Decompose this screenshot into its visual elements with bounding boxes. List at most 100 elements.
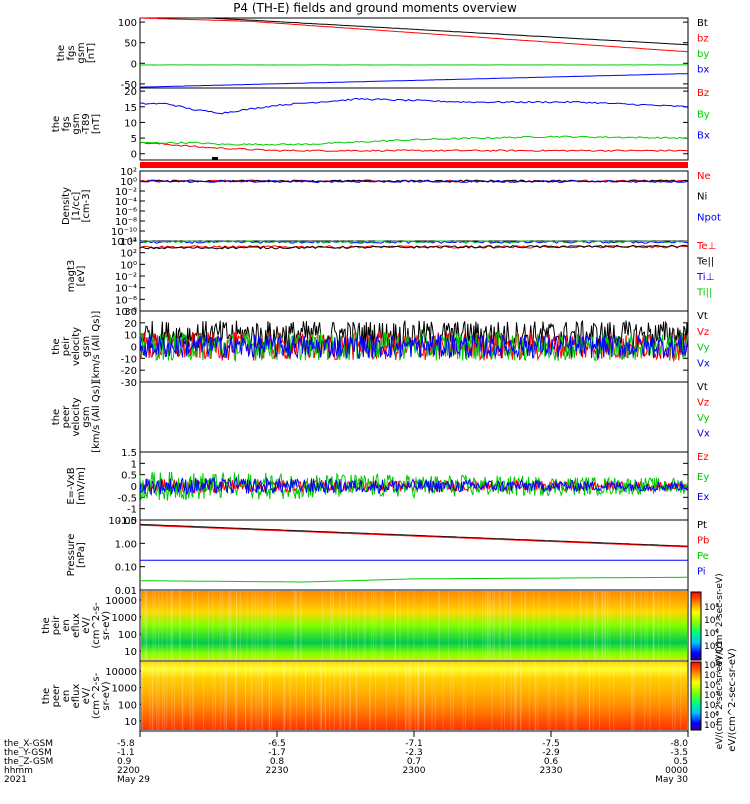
y-tick-label: 1.00 [115, 539, 137, 550]
legend-Bz: Bz [697, 88, 709, 99]
legend-Vx: Vx [697, 358, 710, 369]
panel-frame-temperature [140, 241, 688, 311]
y-tick-label: 10⁰ [120, 260, 137, 271]
legend-Vy: Vy [697, 343, 710, 354]
ephemeris-year: 2021 [4, 775, 27, 785]
y-axis-label: [nT] [86, 43, 97, 63]
legend-By: By [697, 109, 710, 120]
legend-Vz: Vz [697, 398, 709, 409]
y-tick-label: 0 [131, 150, 137, 161]
y-axis-label: sr-eV) [101, 681, 112, 710]
y-tick-label: 30 [124, 307, 137, 318]
series-line-bx [140, 74, 688, 88]
y-axis-label: [nPa] [76, 542, 87, 568]
ephemeris-value: 2330 [540, 766, 563, 776]
legend-Ex: Ex [697, 492, 709, 503]
y-tick-label: 0 [131, 59, 137, 70]
colorbar-peer [691, 662, 701, 730]
data-flag-mark [212, 157, 218, 160]
y-axis-label: [cm-3] [81, 189, 92, 222]
y-tick-label: 20 [124, 87, 137, 98]
y-tick-label: 10⁻⁶ [115, 295, 137, 306]
y-tick-label: 10⁻² [115, 272, 137, 283]
y-tick-label: 0 [131, 482, 137, 493]
y-tick-label: 10000 [105, 596, 137, 607]
legend-Ey: Ey [697, 472, 709, 483]
y-tick-label: 5 [131, 134, 137, 145]
y-tick-label: -1 [127, 505, 137, 516]
y-tick-label: 10.00 [108, 516, 137, 527]
legend-by: by [697, 49, 709, 60]
y-tick-label: 0.5 [121, 471, 137, 482]
y-axis-label: [eV] [76, 266, 87, 287]
series-line-Bx [140, 98, 688, 113]
colorbar-label: eV/(cm^2-sec-sr-eV) [727, 648, 738, 752]
y-tick-label: -0.5 [117, 493, 137, 504]
ephemeris-start-date: May 29 [117, 775, 150, 785]
y-axis-label: [km/s (All Qs)] [91, 381, 102, 453]
y-axis-label: [mV/m] [76, 467, 87, 505]
series-line-Pt [140, 524, 688, 546]
panel-frame-fgs [140, 18, 688, 88]
y-tick-label: 1000 [112, 613, 137, 624]
y-tick-label: 50 [124, 39, 137, 50]
legend-Pe: Pe [697, 551, 709, 562]
y-tick-label: 10 [124, 717, 137, 728]
y-tick-label: -10 [121, 354, 137, 365]
y-axis-label: sr-eV) [101, 611, 112, 640]
y-tick-label: 100 [118, 18, 137, 29]
y-tick-label: 10 [124, 647, 137, 658]
series-line-Pe [140, 577, 688, 582]
panel-frame-fgs-dtrnd [140, 88, 688, 160]
legend-Ez: Ez [697, 452, 709, 463]
ephemeris-end-date: May 30 [655, 775, 688, 785]
y-tick-label: 0 [131, 343, 137, 354]
ephemeris-value: 2230 [266, 766, 289, 776]
y-tick-label: 1000 [112, 684, 137, 695]
y-tick-label: 10 [124, 118, 137, 129]
legend-Pi: Pi [697, 567, 706, 578]
legend-Te||: Te|| [696, 257, 714, 268]
panel-frame-pressure [140, 520, 688, 590]
y-tick-label: 15 [124, 103, 137, 114]
y-tick-label: 10000 [105, 667, 137, 678]
y-tick-label: 1.5 [121, 448, 137, 459]
legend-Vt: Vt [697, 311, 708, 322]
colorbar-label-peer: eV/(cm^2-sec-sr-eV) Q1 [715, 641, 725, 750]
y-tick-label: -30 [121, 378, 137, 389]
legend-Vt: Vt [697, 382, 708, 393]
legend-Vy: Vy [697, 413, 710, 424]
legend-Ni: Ni [697, 192, 707, 203]
legend-Bx: Bx [697, 131, 710, 142]
legend-Ne: Ne [697, 171, 711, 182]
legend-bx: bx [697, 65, 709, 76]
figure-title: P4 (TH-E) fields and ground moments over… [0, 0, 750, 16]
y-tick-label: 100 [118, 630, 137, 641]
legend-Ti||: Ti|| [696, 288, 712, 299]
y-tick-label: 10⁴ [120, 237, 137, 248]
legend-Te⊥: Te⊥ [696, 241, 716, 252]
legend-Vx: Vx [697, 429, 710, 440]
legend-Ti⊥: Ti⊥ [696, 272, 714, 283]
panel-frame-peer-velocity [140, 382, 688, 452]
series-line-Bt [140, 18, 688, 45]
y-axis-label: [km/s (All Qs)] [91, 311, 102, 383]
legend-Pt: Pt [697, 520, 707, 531]
legend-bz: bz [697, 34, 709, 45]
legend-Bt: Bt [697, 18, 708, 29]
legend-Vz: Vz [697, 327, 709, 338]
y-tick-label: 10 [124, 331, 137, 342]
y-tick-label: 10² [120, 249, 137, 260]
series-line-Pb [140, 525, 688, 547]
legend-Pb: Pb [697, 536, 709, 547]
y-tick-label: 20 [124, 319, 137, 330]
ephemeris-value: 2300 [403, 766, 426, 776]
data-flag-bar [140, 162, 688, 168]
series-line-By [140, 136, 688, 145]
y-tick-label: -20 [121, 366, 137, 377]
legend-Npot: Npot [697, 212, 721, 223]
series-line-bz [140, 18, 688, 52]
y-tick-label: 10⁻⁴ [115, 284, 137, 295]
